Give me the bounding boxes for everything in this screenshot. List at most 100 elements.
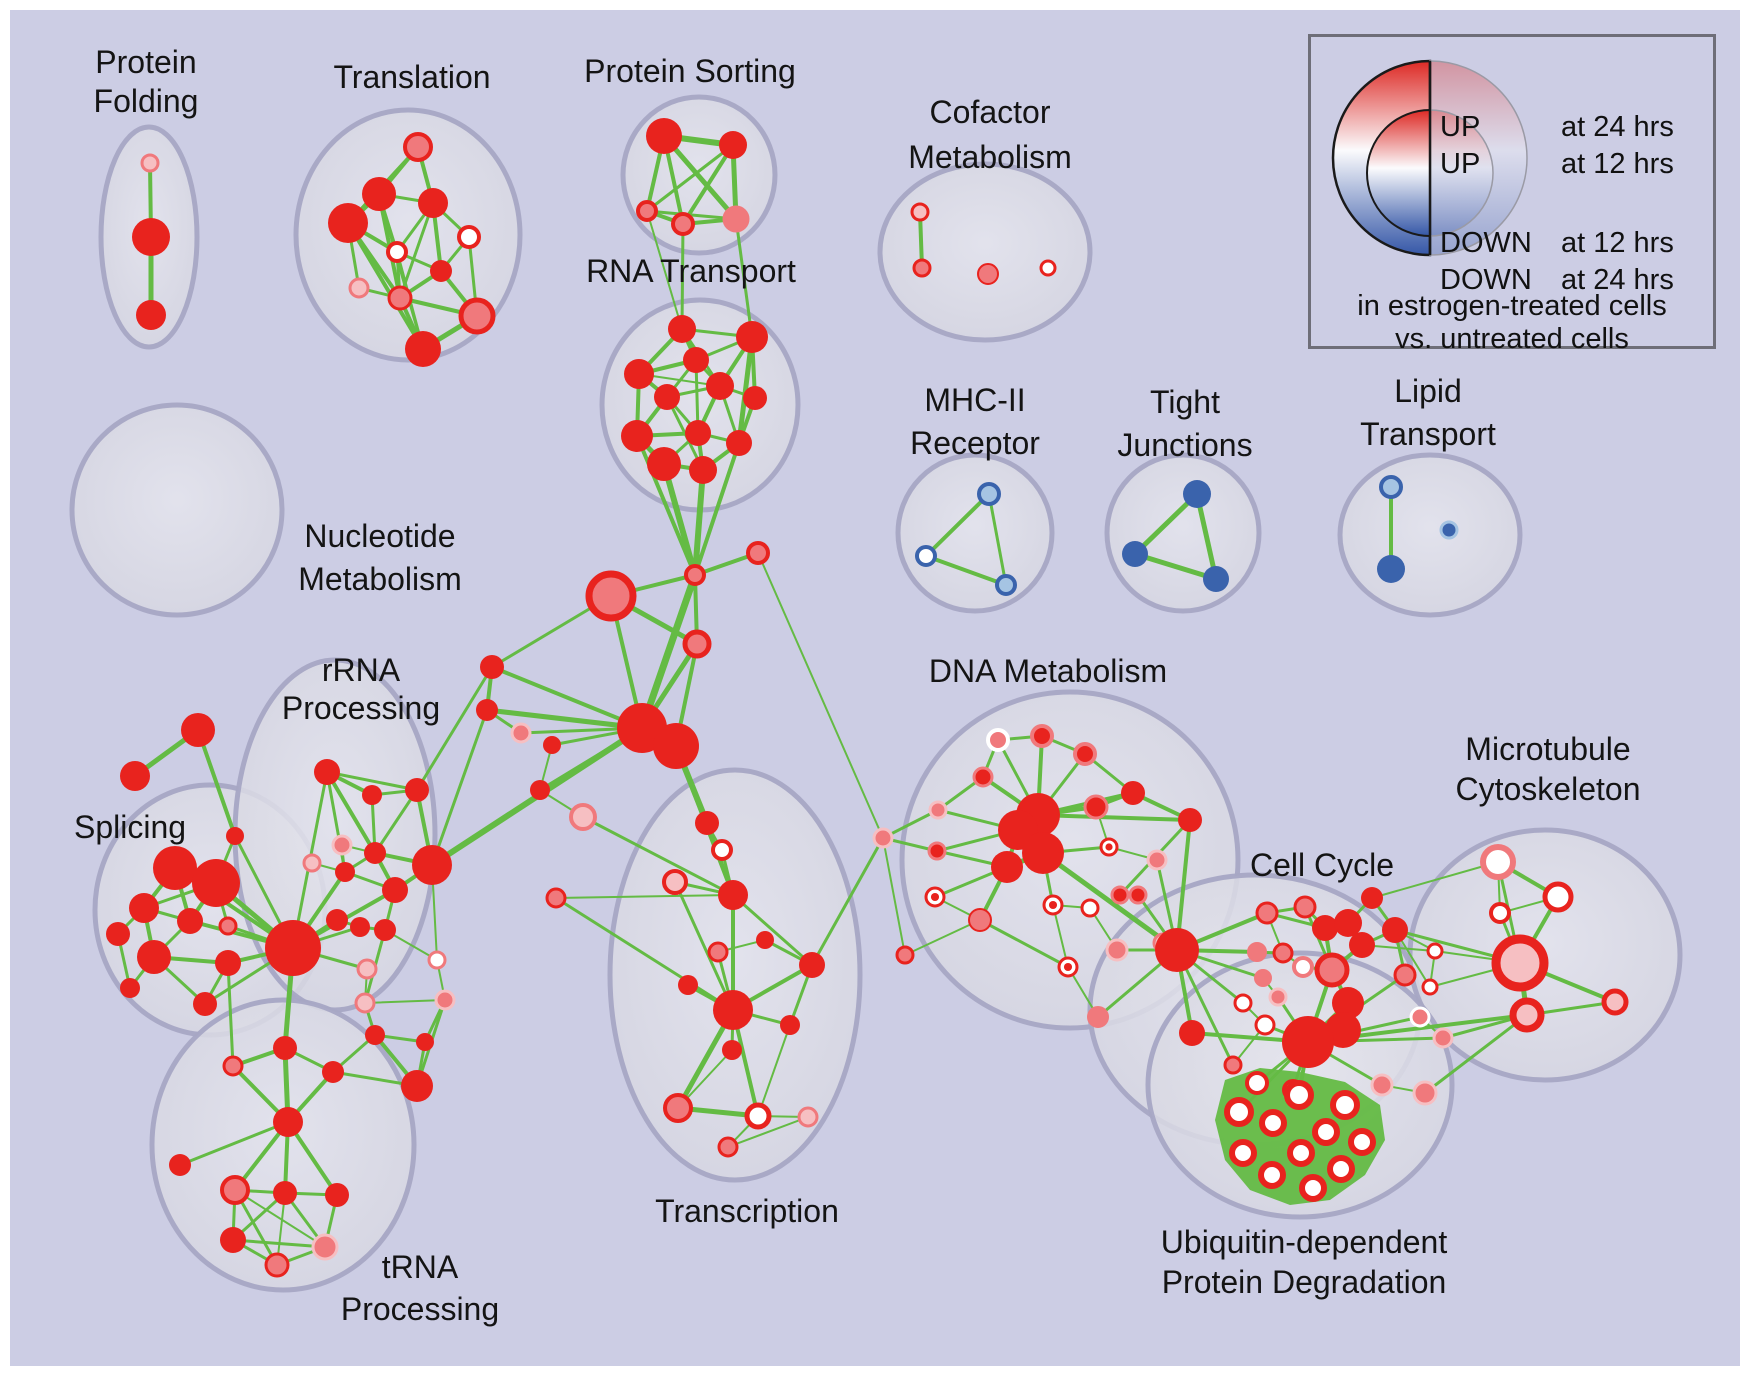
network-node-up2 [1412,1080,1438,1106]
network-node-x6 [711,839,733,861]
network-node-rr9 [412,845,452,885]
network-node-h2 [273,1181,297,1205]
network-node-cc7 [1272,942,1294,964]
network-node-x2 [530,780,550,800]
network-node-cc13 [1254,1014,1276,1036]
network-edge [430,708,489,867]
network-edge [661,461,698,578]
network-node-lt2 [1377,555,1405,583]
cluster-ellipse-mhc-ii-receptor [895,452,1055,614]
network-node-tj2 [1122,541,1148,567]
network-node-ch [1282,1016,1334,1068]
network-node-d26 [1105,938,1129,962]
network-node-mt7 [1509,997,1545,1033]
network-node-tn [273,1107,303,1137]
network-edge [196,728,237,838]
network-edge [1132,551,1219,582]
legend-row-down-24: DOWN at 24 hrs [1440,264,1674,297]
network-node-cc21 [1223,1055,1243,1075]
cluster-label-lipid-transport: Transport [1360,416,1496,452]
cluster-label-protein-folding: Protein [95,44,196,80]
network-node-rr14 [356,958,378,980]
network-node-sp7 [215,950,241,976]
cluster-label-nucleotide-metabolism: Metabolism [298,561,462,597]
network-node-c3 [977,263,999,285]
cluster-label-translation: Translation [333,59,490,95]
network-edge [661,133,739,222]
network-edge [484,707,645,731]
network-edge [924,492,991,558]
network-node-d17 [968,908,992,932]
network-edge [680,222,685,331]
network-edge [555,894,734,899]
cluster-label-ubiquitin-degradation: Ubiquitin-dependent [1161,1224,1448,1260]
network-node-r5 [654,384,680,410]
network-edge [635,434,697,577]
network-node-x13 [799,952,825,978]
network-node-s1 [646,118,682,154]
network-node-mt1 [1480,844,1516,880]
network-node-u8 [1287,1139,1315,1167]
network-node-u7 [1229,1139,1257,1167]
cluster-label-cofactor-metabolism: Metabolism [908,139,1072,175]
network-node-sp10 [193,992,217,1016]
network-node-d29 [1179,1020,1205,1046]
network-node-mt2 [1542,881,1574,913]
network-node-t1 [403,132,433,162]
network-edge [1040,850,1180,953]
network-node-s4 [671,212,695,236]
network-node-x19 [717,1136,739,1158]
network-node-x9 [756,931,774,949]
network-node-b4 [682,629,712,659]
network-node-d12 [1121,781,1145,805]
network-node-sp4 [177,908,203,934]
legend-time-label: at 24 hrs [1561,111,1674,143]
network-node-g2 [120,761,150,791]
network-edge [1371,861,1499,899]
network-node-h1 [220,1175,250,1205]
network-node-t9 [387,285,413,311]
network-node-t11 [405,331,441,367]
network-node-x4 [545,887,567,909]
network-node-mt6 [1491,934,1549,992]
network-node-r12 [689,456,717,484]
network-node-d23 [1178,808,1202,832]
network-node-rr12 [374,919,396,941]
network-node-r3 [624,359,654,389]
network-node-c4 [1039,259,1057,277]
network-edge [757,1024,791,1117]
network-edge [924,554,1008,587]
network-node-core-d16 [930,892,940,902]
network-node-rr7 [364,842,386,864]
network-edge [346,221,425,351]
network-node-t10 [458,297,496,335]
cluster-label-cell-cycle: Cell Cycle [1250,847,1394,883]
legend-circle [1366,108,1431,238]
network-node-r6 [706,372,734,400]
cluster-label-lipid-transport: Lipid [1394,373,1462,409]
cluster-label-trna-processing: tRNA [382,1249,459,1285]
legend-box: UP at 24 hrs UP at 12 hrs DOWN at 12 hrs… [1308,34,1716,355]
network-node-t3 [418,188,448,218]
network-node-cc11 [1268,987,1288,1007]
network-node-mt10 [1432,1027,1454,1049]
network-node-d7 [927,841,947,861]
cluster-label-dna-metabolism: DNA Metabolism [929,653,1167,689]
network-node-pf3 [136,300,166,330]
network-node-lt3 [1439,520,1459,540]
network-node-m3 [510,722,532,744]
network-edge [373,788,419,855]
network-node-d10 [1022,832,1064,874]
network-node-mt5 [1421,978,1439,996]
network-node-cc3 [1312,915,1338,941]
network-node-t6 [386,241,408,263]
cluster-ellipse-trna-processing [149,997,417,1293]
network-node-rr4 [331,834,353,856]
cluster-label-protein-sorting: Protein Sorting [584,53,796,89]
network-node-rr6 [335,862,355,882]
network-node-core-d13 [1105,843,1113,851]
network-node-u4 [1259,1109,1287,1137]
network-edge [731,893,814,967]
network-node-r4 [683,347,709,373]
